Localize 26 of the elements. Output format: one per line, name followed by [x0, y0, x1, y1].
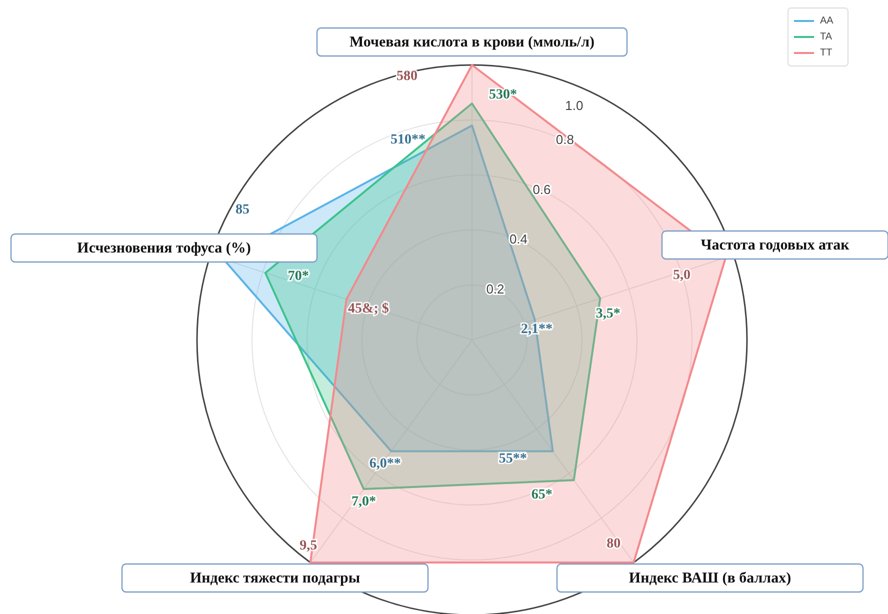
spoke-label: Индекс тяжести подагры: [190, 570, 360, 586]
legend-label: AA: [820, 16, 834, 27]
text: 65*: [531, 487, 552, 502]
y-tick-label: 0.4: [509, 232, 528, 247]
spoke-label: Частота годовых атак: [700, 237, 850, 254]
y-tick-label: 1.0: [565, 98, 584, 114]
text: 580: [396, 69, 418, 84]
text: 55**: [498, 451, 527, 466]
text: 530*: [489, 88, 517, 103]
y-tick-label: 0.8: [556, 132, 574, 148]
text: 80: [606, 536, 621, 552]
text: 2,1**: [521, 322, 553, 337]
y-tick-label: 0.6: [532, 182, 551, 197]
text: 5,0: [672, 268, 690, 283]
text: 70*: [288, 269, 309, 284]
text: 7,0*: [351, 494, 376, 510]
spoke-label: Мочевая кислота в крови (ммоль/л): [349, 34, 595, 50]
text: 85: [236, 202, 250, 218]
text: 6,0**: [369, 456, 401, 472]
text: 45&; $: [348, 301, 389, 316]
text: 510**: [390, 132, 426, 148]
spoke-label: Исчезновения тофуса (%): [77, 240, 251, 256]
y-tick-label: 0.2: [486, 282, 504, 297]
legend-label: TT: [820, 48, 832, 59]
legend-label: TA: [820, 32, 832, 43]
spoke-label: Индекс ВАШ (в баллах): [628, 570, 792, 586]
